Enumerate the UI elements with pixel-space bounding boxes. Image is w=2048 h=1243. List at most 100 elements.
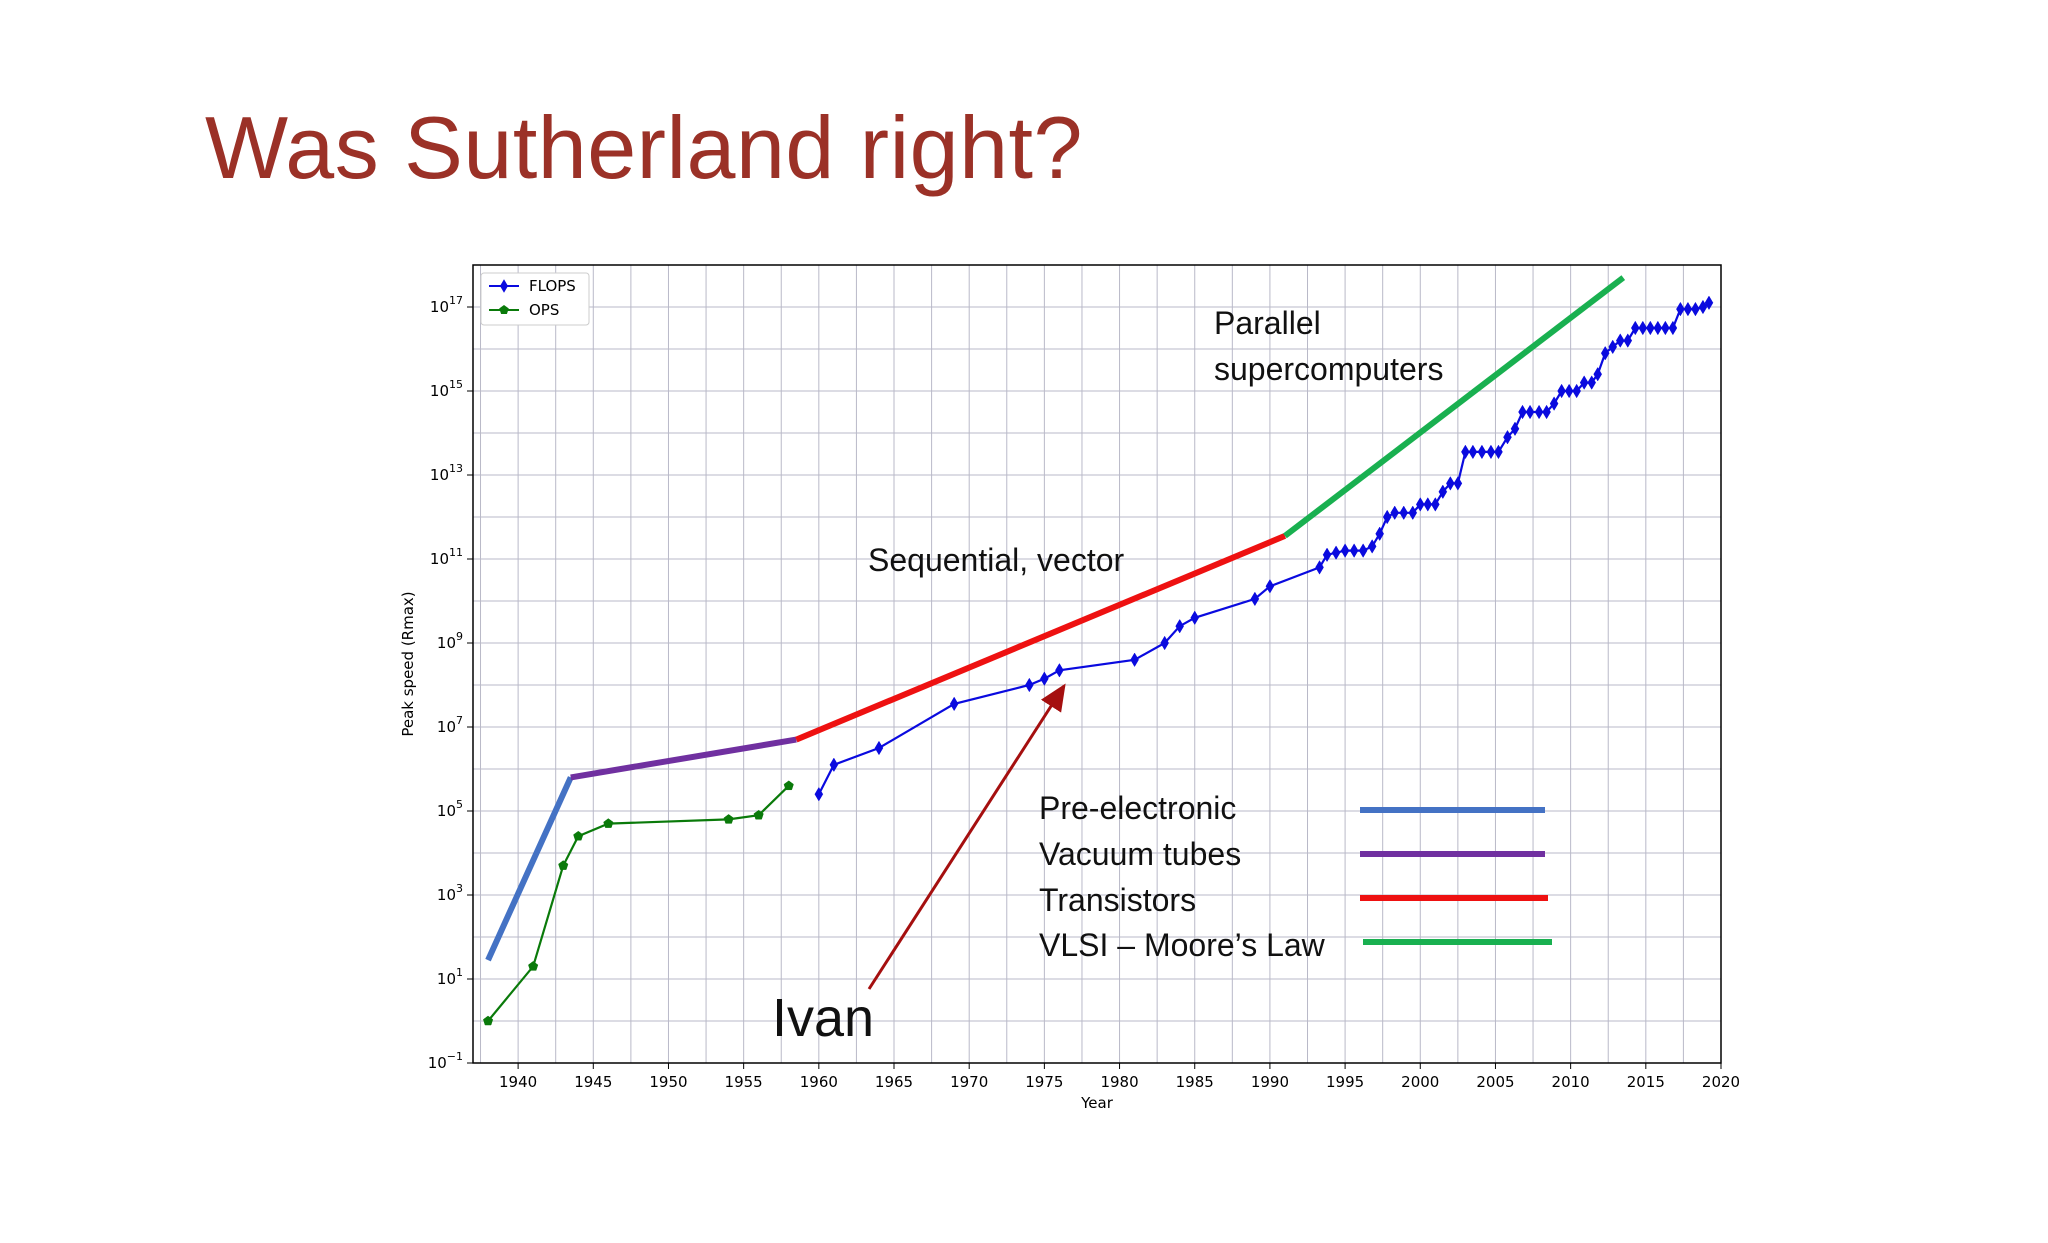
data-point-flops — [1510, 421, 1520, 437]
data-point-flops — [874, 740, 884, 756]
data-point-flops — [1564, 383, 1574, 399]
legend-flops-label: FLOPS — [529, 277, 576, 295]
y-tick-label: 1013 — [430, 462, 463, 484]
data-point-flops — [1431, 497, 1440, 512]
annotation-parallel: Parallel — [1214, 305, 1321, 341]
x-tick-label: 2005 — [1476, 1073, 1514, 1091]
x-tick-label: 1965 — [875, 1073, 913, 1091]
era-line-0 — [485, 776, 574, 962]
data-point-ops — [558, 860, 569, 870]
data-point-flops — [1265, 579, 1275, 594]
data-point-flops — [1653, 320, 1663, 336]
data-point-flops — [949, 696, 959, 712]
data-point-flops — [1683, 301, 1693, 317]
x-tick-label: 1945 — [574, 1073, 612, 1091]
era-legend: Pre-electronic Vacuum tubes Transistors … — [1039, 790, 1552, 963]
data-point-flops — [1534, 404, 1544, 420]
data-point-flops — [1375, 526, 1384, 542]
data-point-ops — [723, 814, 734, 824]
data-point-flops — [1175, 618, 1184, 634]
era-line-1 — [570, 736, 797, 781]
data-point-flops — [1477, 444, 1487, 460]
annotation-ivan: Ivan — [772, 988, 874, 1048]
data-point-flops — [1453, 476, 1463, 491]
data-point-flops — [1608, 339, 1618, 355]
x-tick-label: 1955 — [725, 1073, 763, 1091]
data-point-flops — [1525, 404, 1535, 420]
annotation-sequential-vector: Sequential, vector — [868, 542, 1125, 578]
data-point-flops — [1572, 383, 1581, 399]
era-legend-vlsi: VLSI – Moore’s Law — [1039, 927, 1326, 963]
data-point-flops — [1668, 320, 1678, 336]
data-point-flops — [1676, 301, 1685, 317]
data-point-flops — [1615, 333, 1625, 348]
data-point-flops — [1055, 663, 1064, 678]
data-point-flops — [1691, 301, 1700, 317]
data-point-flops — [1587, 375, 1596, 390]
x-tick-label: 1960 — [800, 1073, 838, 1091]
data-point-ops — [603, 818, 614, 828]
data-point-flops — [1704, 295, 1714, 311]
data-point-flops — [1040, 671, 1049, 686]
data-point-ops — [528, 961, 539, 971]
data-point-flops — [1130, 652, 1139, 668]
y-tick-label: 109 — [437, 630, 463, 652]
data-point-flops — [1549, 396, 1559, 411]
era-legend-pre-electronic: Pre-electronic — [1039, 790, 1236, 826]
data-point-flops — [1025, 677, 1034, 693]
data-point-flops — [1190, 610, 1200, 626]
data-point-flops — [1518, 404, 1527, 420]
ivan-arrow — [867, 683, 1066, 990]
data-point-ops — [783, 780, 794, 791]
slide-title: Was Sutherland right? — [205, 98, 1083, 197]
legend-flops-marker — [500, 279, 508, 293]
x-tick-label: 1995 — [1326, 1073, 1364, 1091]
x-tick-label: 1985 — [1176, 1073, 1214, 1091]
data-point-flops — [1593, 366, 1602, 382]
x-tick-label: 1980 — [1100, 1073, 1138, 1091]
x-tick-label: 1950 — [649, 1073, 687, 1091]
data-point-flops — [1623, 333, 1633, 348]
data-point-flops — [1698, 299, 1708, 315]
data-series — [483, 295, 1714, 1026]
data-point-flops — [1630, 320, 1640, 336]
data-point-flops — [1542, 404, 1551, 420]
era-legend-vacuum-tubes: Vacuum tubes — [1039, 836, 1241, 872]
data-point-flops — [1486, 444, 1496, 460]
data-point-ops — [753, 809, 764, 820]
series-line-ops — [487, 785, 790, 1022]
y-tick-label: 103 — [437, 882, 463, 904]
x-axis-ticks: 1940 1945 1950 1955 1960 1965 1970 1975 1980 1985… — [499, 1063, 1740, 1091]
plot-frame — [472, 264, 1722, 1064]
data-point-flops — [1315, 560, 1324, 575]
x-tick-label: 1990 — [1251, 1073, 1289, 1091]
data-point-flops — [1600, 345, 1610, 361]
y-tick-label: 101 — [437, 966, 463, 988]
data-point-flops — [1358, 543, 1368, 558]
y-axis-ticks: 1017 1015 1013 1011 109 107 105 103 101 10−1 — [428, 294, 473, 1072]
data-point-flops — [1494, 444, 1503, 460]
data-point-flops — [1438, 484, 1448, 500]
x-axis-label: Year — [1080, 1094, 1114, 1112]
data-point-flops — [1408, 505, 1418, 521]
x-tick-label: 2010 — [1552, 1073, 1590, 1091]
data-point-flops — [1446, 476, 1455, 491]
y-axis-label: Peak speed (Rmax) — [399, 591, 417, 736]
x-tick-label: 2000 — [1401, 1073, 1439, 1091]
y-tick-label: 10−1 — [428, 1050, 463, 1072]
data-point-flops — [1160, 635, 1169, 651]
data-point-flops — [1503, 429, 1512, 445]
data-point-flops — [1557, 383, 1566, 399]
data-point-flops — [1415, 497, 1425, 512]
x-tick-label: 1940 — [499, 1073, 537, 1091]
data-point-flops — [1638, 320, 1648, 336]
data-point-flops — [1423, 497, 1433, 512]
legend-ops-marker — [499, 305, 509, 314]
x-tick-label: 2015 — [1627, 1073, 1665, 1091]
series-legend: FLOPS OPS — [480, 272, 590, 326]
data-point-flops — [1461, 444, 1470, 460]
legend-ops-label: OPS — [529, 301, 559, 319]
data-point-flops — [1399, 505, 1409, 521]
x-tick-label: 1970 — [950, 1073, 988, 1091]
